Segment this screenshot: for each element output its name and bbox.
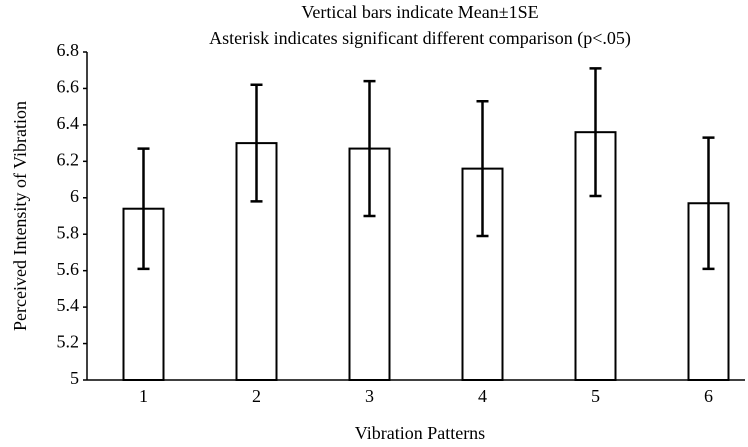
x-tick-label: 5 (591, 386, 600, 406)
y-tick-label: 5 (70, 368, 79, 388)
error-bar (702, 136, 715, 271)
x-tick-label: 4 (478, 386, 487, 406)
y-tick-label: 6 (70, 186, 79, 206)
chart-title: Vertical bars indicate Mean±1SE (301, 2, 538, 22)
chart-subtitle: Asterisk indicates significant different… (209, 28, 631, 49)
y-tick-label: 5.2 (57, 332, 80, 352)
error-bar (363, 79, 376, 218)
y-tick-label: 6.6 (57, 77, 80, 97)
x-tick-label: 6 (704, 386, 713, 406)
error-bar (589, 67, 602, 198)
x-tick-label: 2 (252, 386, 261, 406)
y-tick-label: 5.6 (57, 259, 80, 279)
y-tick-label: 6.2 (57, 149, 80, 169)
error-bar (476, 99, 489, 238)
y-tick-label: 6.8 (57, 40, 80, 60)
error-bar (137, 147, 150, 271)
y-tick-label: 6.4 (57, 113, 80, 133)
y-tick-label: 5.4 (57, 295, 80, 315)
error-bar (250, 83, 263, 203)
x-tick-label: 3 (365, 386, 374, 406)
y-axis-label: Perceived Intensity of Vibration (10, 101, 30, 331)
y-tick-label: 5.8 (57, 222, 80, 242)
x-tick-label: 1 (139, 386, 148, 406)
x-axis-label: Vibration Patterns (355, 423, 485, 443)
